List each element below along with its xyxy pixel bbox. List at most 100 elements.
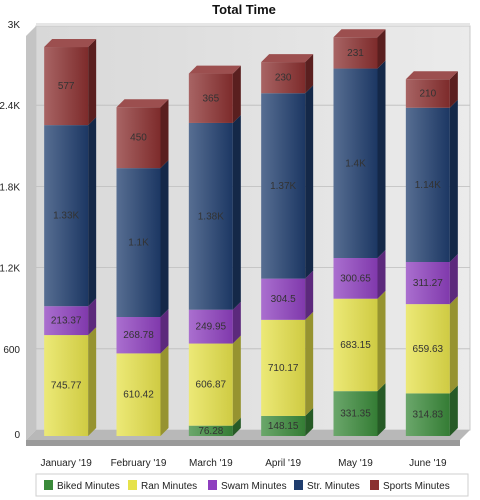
bar-segment (116, 353, 161, 436)
bar-segment (333, 258, 378, 299)
bar-top (261, 54, 314, 63)
bar-segment-side (305, 311, 314, 416)
y-tick-label: 1.2K (0, 264, 20, 275)
plot-side-wall (26, 26, 36, 440)
bar-segment (333, 68, 378, 259)
bar-segment (405, 261, 450, 305)
legend-swatch (370, 480, 379, 490)
bar-top (188, 65, 241, 74)
data-label: 1.14K (415, 180, 441, 191)
bar-segment (188, 425, 233, 436)
data-label: 300.65 (340, 273, 371, 284)
legend-item: Swam Minutes (208, 480, 287, 492)
data-label: 1.38K (198, 211, 224, 222)
legend-item: Biked Minutes (44, 480, 120, 492)
y-tick-label: 0 (14, 430, 20, 441)
legend-label: Str. Minutes (307, 481, 360, 492)
chart-title: Total Time (212, 2, 276, 17)
bar-segment-side (449, 99, 458, 262)
bar-stack: 76.28 606.87 249.95 1.38K 365 (188, 65, 241, 437)
plot-background (26, 25, 471, 446)
data-label: 314.83 (413, 410, 444, 421)
bar-segment-side (88, 117, 97, 307)
y-tick-label: 600 (3, 345, 20, 356)
bar-segment-side (377, 250, 386, 299)
x-tick-label: March '19 (189, 458, 233, 469)
legend: Biked Minutes Ran Minutes Swam Minutes Str.… (35, 473, 469, 497)
legend-box (35, 473, 469, 497)
bar-segment-side (449, 71, 458, 108)
plot-floor-edge (26, 440, 460, 446)
bar-segment (116, 107, 161, 169)
bar-segment (188, 73, 233, 123)
bar-segment (261, 62, 306, 94)
legend-swatch (294, 480, 303, 490)
bar-segment (405, 393, 450, 436)
data-label: 331.35 (340, 409, 371, 420)
x-tick-label: January '19 (40, 458, 92, 469)
bar-segment-side (232, 65, 241, 123)
data-label: 710.17 (268, 363, 299, 374)
bar-segment (333, 298, 378, 392)
bar-segment (261, 319, 306, 416)
y-axis: 0 600 1.2K 1.8K 2.4K 3K (0, 20, 20, 441)
bar-segment-side (449, 385, 458, 436)
bar-segment-side (305, 270, 314, 320)
data-label: 745.77 (51, 381, 82, 392)
bar-segment-side (377, 60, 386, 259)
bar-segment (261, 278, 306, 320)
y-tick-label: 3K (8, 20, 21, 31)
data-label: 76.28 (198, 426, 223, 437)
bar-segment-side (449, 253, 458, 305)
bar-segment-side (305, 54, 314, 94)
legend-label: Biked Minutes (57, 481, 120, 492)
bar-segment-side (377, 383, 386, 436)
bar-segment (188, 309, 233, 344)
bar-segment-side (232, 417, 241, 436)
bar-segment-side (160, 99, 169, 169)
legend-item: Str. Minutes (294, 480, 360, 492)
data-label: 210 (419, 89, 436, 100)
data-label: 213.37 (51, 316, 82, 327)
bar-segment (333, 391, 378, 436)
x-tick-label: April '19 (265, 458, 301, 469)
bar-top (405, 71, 458, 80)
bar-segment (405, 79, 450, 108)
bar-segment (44, 47, 89, 126)
bar-segment (261, 415, 306, 436)
bar-segment-side (88, 298, 97, 336)
bar-segment (261, 93, 306, 279)
bar-segment-side (449, 296, 458, 394)
bar-stack: 148.15 710.17 304.5 1.37K 230 (261, 54, 314, 436)
data-label: 1.1K (128, 238, 149, 249)
bar-stack: 314.83 659.63 311.27 1.14K 210 (405, 71, 458, 436)
bar-top (44, 39, 97, 48)
bar-stack: 331.35 683.15 300.65 1.4K 231 (333, 29, 386, 436)
data-label: 304.5 (271, 294, 296, 305)
bar-segment (405, 304, 450, 394)
bar-stack: 745.77 213.37 1.33K 577 (44, 39, 97, 436)
bar-segment (405, 107, 450, 262)
bar-segment-side (232, 335, 241, 426)
data-label: 230 (275, 73, 292, 84)
bar-segment (44, 335, 89, 436)
bar-segment (188, 343, 233, 426)
bar-segment-side (232, 114, 241, 310)
data-label: 1.4K (345, 158, 366, 169)
y-tick-label: 2.4K (0, 101, 20, 112)
bar-segment-side (305, 85, 314, 279)
bar-segment-side (377, 29, 386, 69)
bar-segment-side (232, 301, 241, 344)
bar-segment (188, 122, 233, 310)
x-tick-label: May '19 (338, 458, 373, 469)
legend-label: Ran Minutes (141, 481, 197, 492)
bar-top (333, 29, 386, 38)
data-label: 231 (347, 48, 364, 59)
data-label: 1.33K (53, 211, 79, 222)
bar-segment (333, 37, 378, 69)
legend-label: Sports Minutes (383, 481, 450, 492)
x-tick-label: June '19 (409, 458, 447, 469)
data-label: 148.15 (268, 421, 299, 432)
